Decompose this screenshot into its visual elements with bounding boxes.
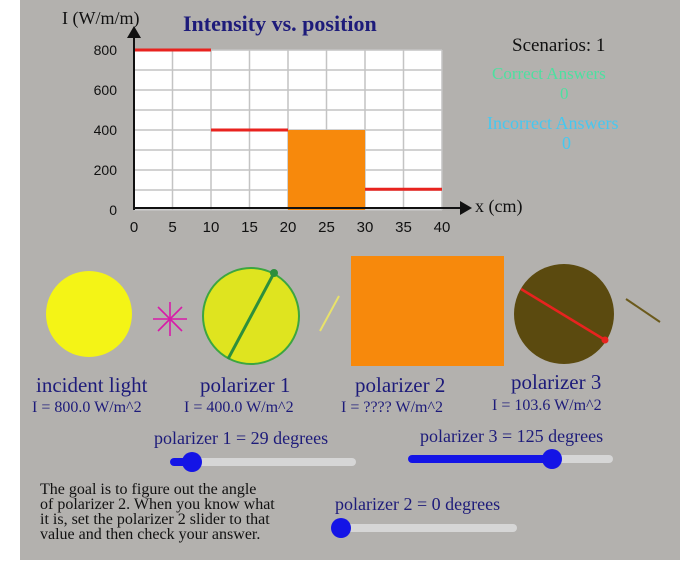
- correct-answers-label: Correct Answers: [492, 64, 606, 83]
- polarizer-3-axis-icon: [520, 287, 606, 342]
- polarizer-3-slider-fill: [408, 455, 552, 463]
- incorrect-answers-value: 0: [562, 133, 571, 153]
- polarizer-3-slider-label: polarizer 3 = 125 degrees: [420, 426, 604, 446]
- chart-bars: [134, 48, 442, 210]
- polarizer-2-label: polarizer 2: [355, 373, 446, 397]
- instructions-line: value and then check your answer.: [40, 526, 261, 543]
- x-tick-label: 0: [130, 219, 138, 236]
- polarizer-2-slider-label: polarizer 2 = 0 degrees: [335, 494, 501, 514]
- polarizer-1-slider-label: polarizer 1 = 29 degrees: [154, 428, 329, 448]
- polarizer-3-intensity: I = 103.6 W/m^2: [492, 397, 602, 414]
- y-tick-label: 600: [94, 82, 118, 98]
- x-tick-label: 25: [318, 219, 335, 236]
- y-axis-arrow-icon: [127, 26, 141, 38]
- polarizer-2-intensity: I = ???? W/m^2: [341, 399, 443, 416]
- polarizer-3-slider-knob[interactable]: [541, 449, 562, 469]
- x-tick-label: 40: [434, 219, 451, 236]
- x-tick-label: 35: [395, 219, 412, 236]
- polarizer-1-label: polarizer 1: [200, 373, 291, 397]
- x-tick-label: 30: [357, 219, 374, 236]
- chart-title: Intensity vs. position: [183, 11, 377, 36]
- correct-answers-value: 0: [560, 84, 569, 103]
- y-tick-label: 400: [94, 122, 118, 138]
- y-axis-label: I (W/m/m): [62, 8, 140, 28]
- polarizer-2-panel-icon: [351, 256, 504, 366]
- incorrect-answers-label: Incorrect Answers: [487, 113, 619, 133]
- polarizer-1-slider-fill: [170, 458, 193, 466]
- polarizer-1-intensity: I = 400.0 W/m^2: [184, 399, 294, 416]
- polarizer-1-handle-icon[interactable]: [270, 269, 278, 277]
- x-axis-arrow-icon: [460, 201, 472, 215]
- x-tick-label: 15: [241, 219, 258, 236]
- polarizer-2-slider-track[interactable]: [334, 524, 517, 532]
- x-tick-label: 10: [203, 219, 220, 236]
- scenarios-count: Scenarios: 1: [512, 35, 606, 56]
- light-source-star-icon: [153, 302, 187, 336]
- x-axis-label: x (cm): [475, 196, 523, 216]
- instructions: The goal is to figure out the angle of p…: [40, 481, 275, 543]
- chart-axes: [127, 26, 472, 215]
- polarization-after-1-icon: [319, 295, 340, 332]
- y-tick-label: 200: [94, 162, 118, 178]
- incident-light-intensity: I = 800.0 W/m^2: [32, 399, 142, 416]
- intensity-bar: [288, 130, 365, 210]
- incident-light-label: incident light: [36, 373, 148, 397]
- incident-light-icon: [46, 271, 132, 357]
- polarizer-2-slider-knob[interactable]: [331, 518, 351, 538]
- polarizer-1-slider-knob[interactable]: [182, 452, 203, 472]
- polarizer-1-axis-icon: [226, 272, 276, 360]
- y-tick-label: 800: [94, 42, 118, 58]
- polarization-after-3-icon: [625, 298, 661, 323]
- x-tick-label: 20: [280, 219, 297, 236]
- polarizer-1-slider-track[interactable]: [170, 458, 356, 466]
- polarizer-3-label: polarizer 3: [511, 370, 602, 394]
- instructions-line: of polarizer 2. When you know what: [40, 496, 275, 513]
- instructions-line: The goal is to figure out the angle: [40, 481, 257, 498]
- polarizer-3-handle-icon[interactable]: [601, 336, 609, 344]
- instructions-line: it is, set the polarizer 2 slider to tha…: [40, 511, 270, 528]
- y-tick-label: 0: [109, 202, 117, 218]
- x-tick-label: 5: [168, 219, 176, 236]
